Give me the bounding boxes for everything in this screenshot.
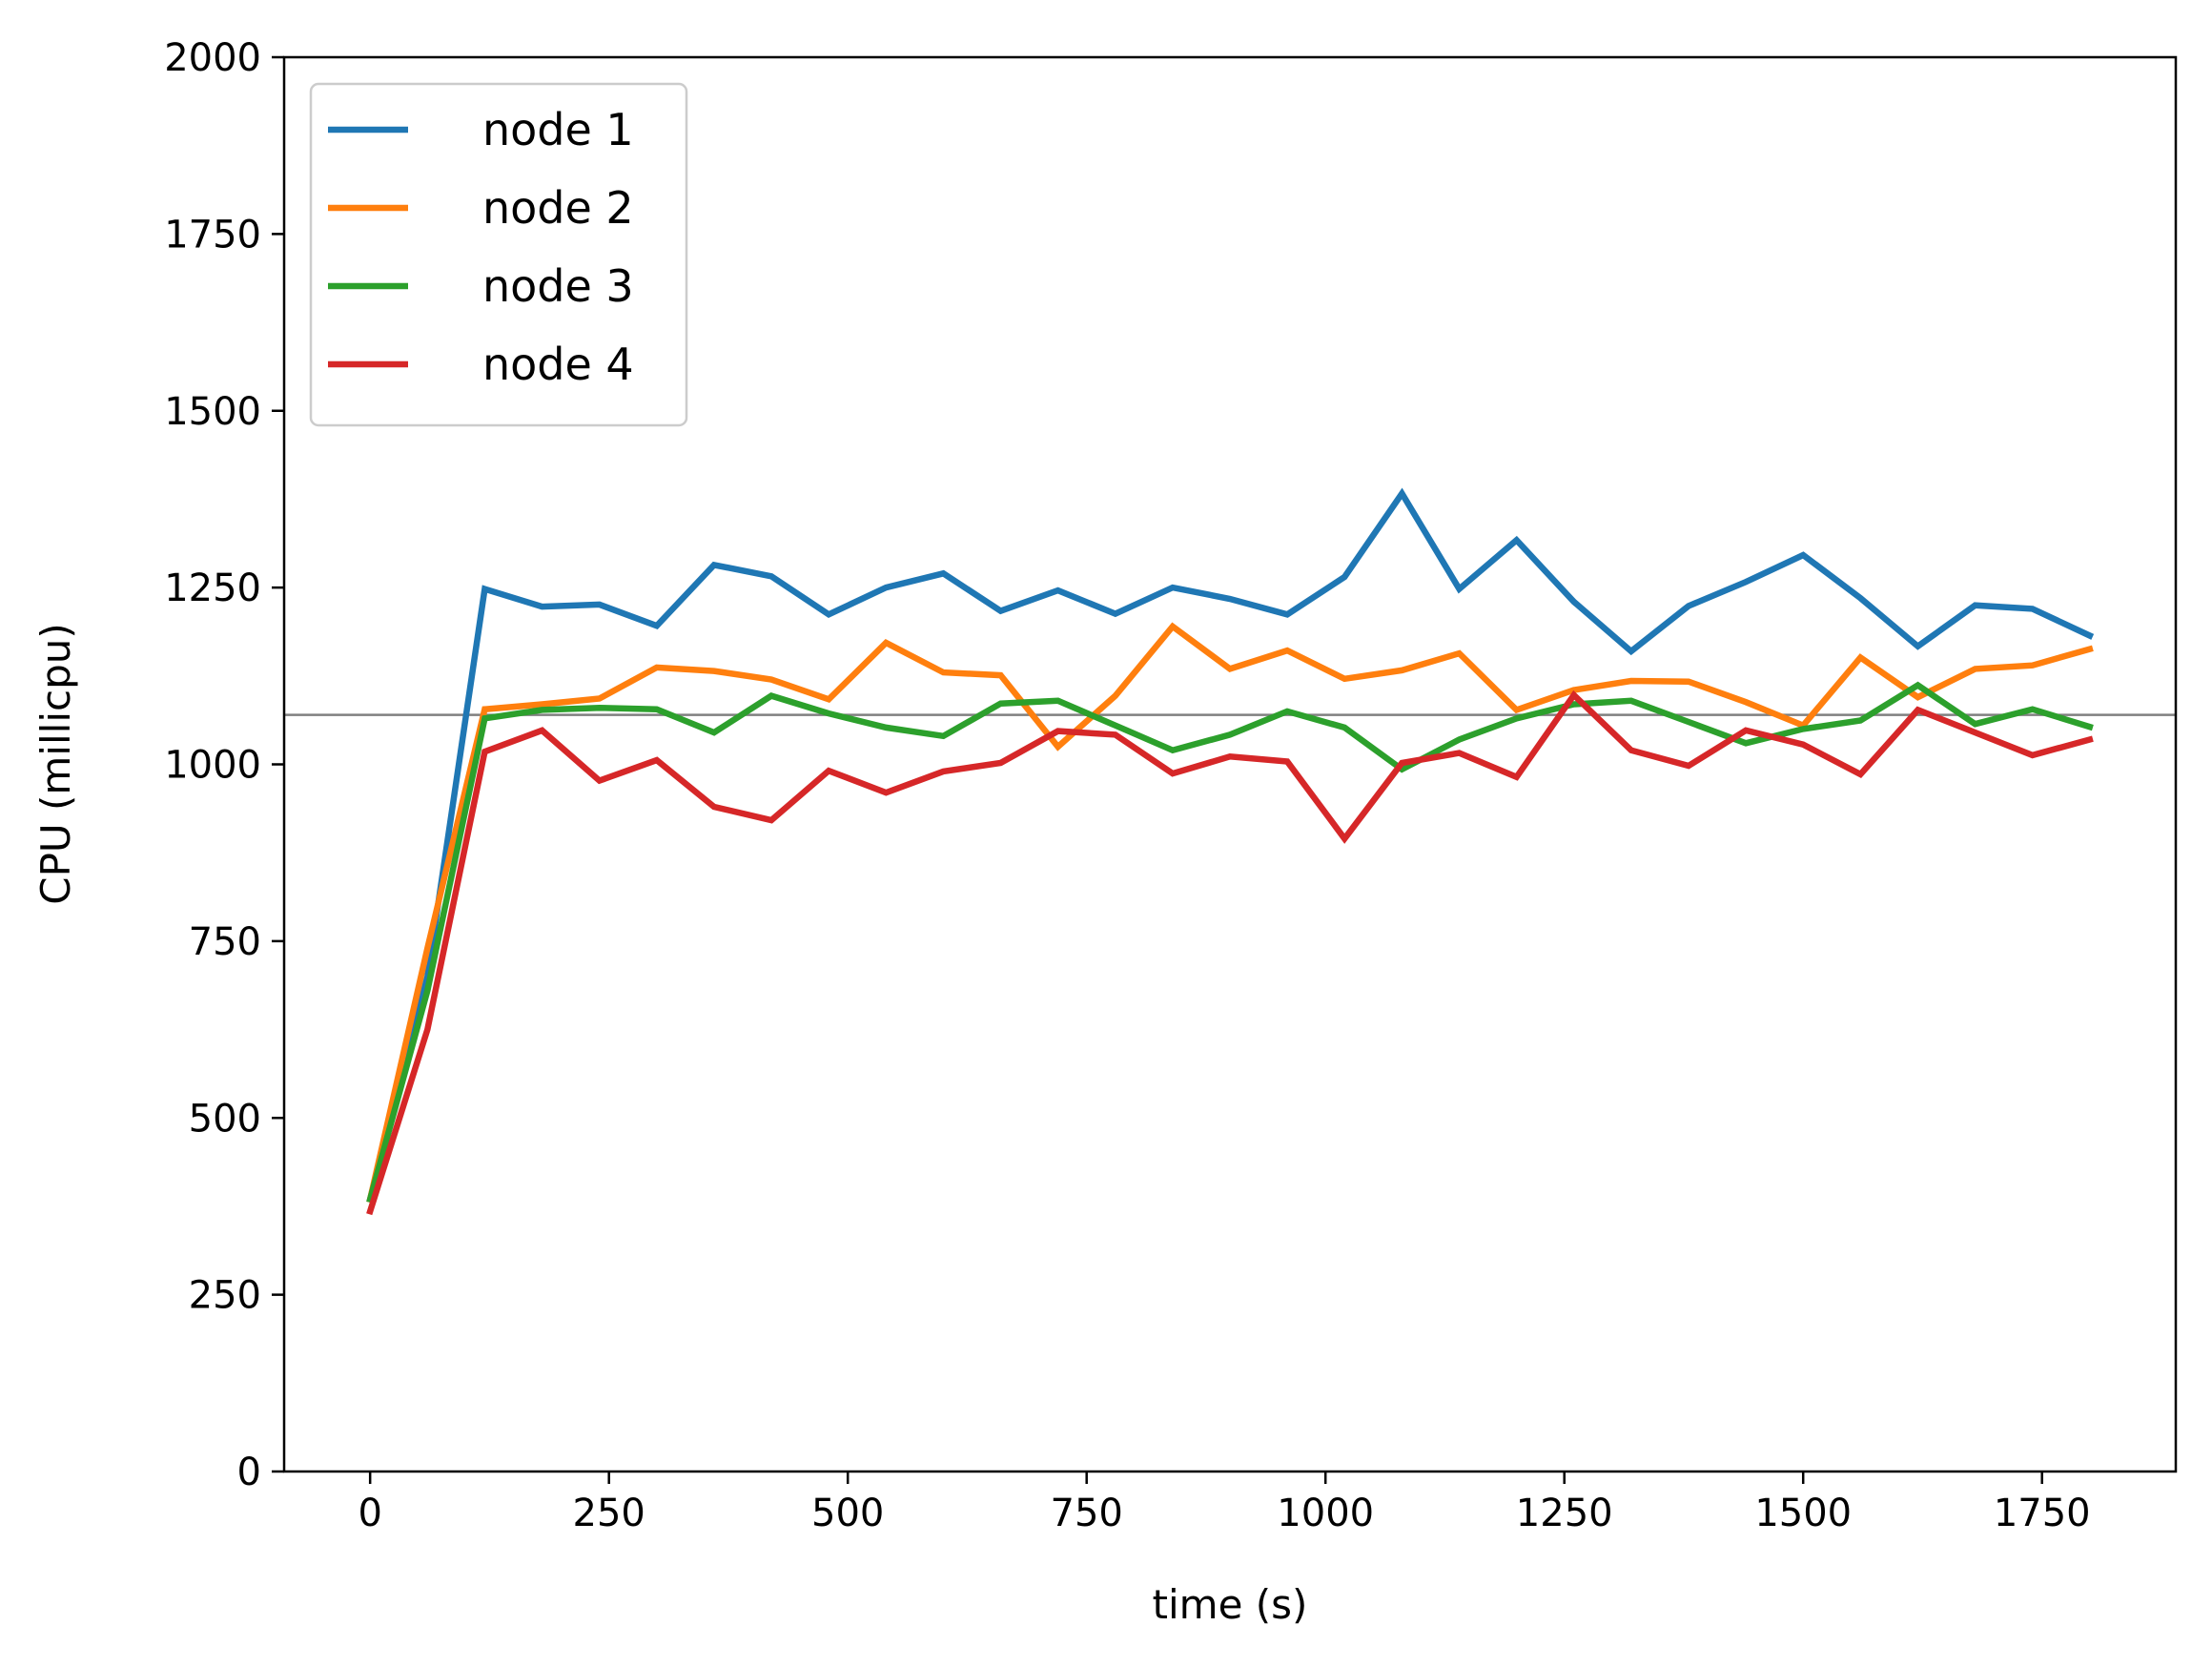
y-axis: 0 250 500 750 1000 1250 1500 1750 2000 (164, 36, 284, 1494)
legend-box (309, 82, 688, 427)
legend-label: node 3 (482, 260, 634, 312)
y-tick-label: 1000 (164, 744, 261, 788)
y-tick-label: 1750 (164, 213, 261, 257)
y-tick-label: 250 (189, 1274, 261, 1318)
series-line-node-4 (366, 689, 2094, 1216)
x-tick-label: 250 (573, 1492, 645, 1535)
x-tick-label: 0 (358, 1492, 381, 1535)
legend-label: node 2 (482, 182, 634, 234)
x-tick-label: 1250 (1516, 1492, 1613, 1535)
series-layer (366, 487, 2095, 1216)
y-tick-label: 0 (237, 1451, 261, 1494)
series-line-node-1 (366, 487, 2095, 1204)
x-tick-label: 750 (1051, 1492, 1123, 1535)
y-tick-label: 1250 (164, 566, 261, 610)
series-line-node-3 (366, 681, 2094, 1204)
y-tick-label: 500 (189, 1097, 261, 1141)
x-axis-label: time (s) (1153, 1581, 1308, 1628)
legend-label: node 1 (482, 104, 634, 155)
x-tick-label: 500 (811, 1492, 884, 1535)
y-tick-label: 1500 (164, 390, 261, 434)
y-tick-label: 750 (189, 920, 261, 964)
y-tick-label: 2000 (164, 36, 261, 80)
x-axis: 0 250 500 750 1000 1250 1500 1750 (358, 1471, 2091, 1535)
y-axis-label: CPU (millicpu) (32, 623, 79, 904)
x-tick-label: 1500 (1754, 1492, 1852, 1535)
x-tick-label: 1750 (1994, 1492, 2091, 1535)
series-line-node-2 (366, 622, 2094, 1204)
legend-label: node 4 (482, 339, 634, 390)
x-tick-label: 1000 (1277, 1492, 1374, 1535)
legend: node 1 node 2 node 3 node 4 (309, 82, 688, 427)
